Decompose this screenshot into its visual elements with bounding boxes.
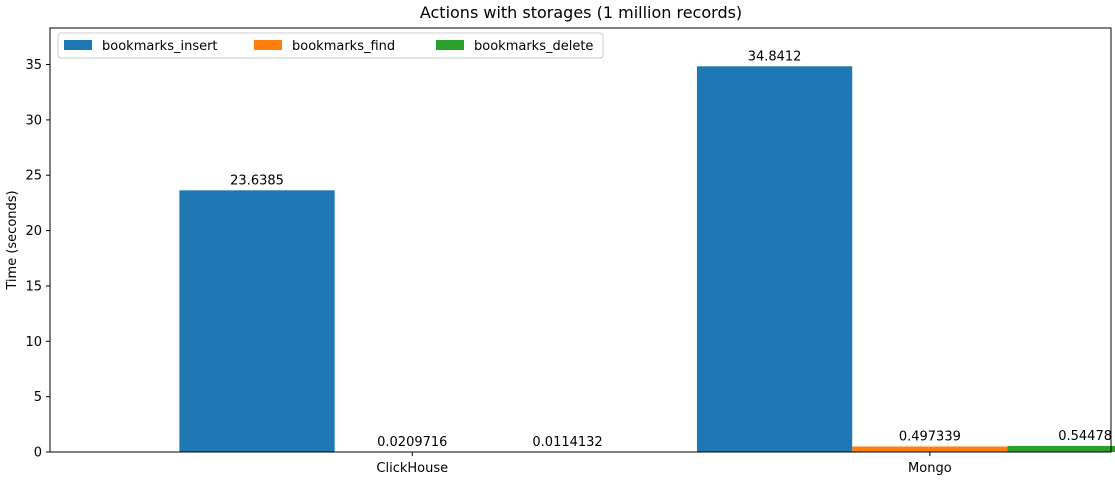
bar-bookmarks_insert-ClickHouse — [179, 190, 335, 453]
legend-swatch — [64, 40, 92, 50]
y-tick-label: 10 — [25, 335, 42, 350]
bar-value-label: 0.0209716 — [377, 435, 447, 450]
x-tick-label: Mongo — [908, 461, 952, 476]
bar-value-label: 34.8412 — [748, 49, 802, 64]
y-axis: 0 5 10 15 20 25 30 35 — [25, 58, 50, 461]
bars-group — [179, 66, 1115, 453]
y-tick-label: 15 — [25, 279, 42, 294]
bar-value-label: 0.0114132 — [532, 435, 602, 450]
legend-label: bookmarks_find — [292, 39, 395, 54]
y-tick-label: 5 — [34, 390, 42, 405]
y-tick-label: 35 — [25, 58, 42, 73]
bar-value-label: 0.54478 — [1058, 429, 1112, 444]
bar-bookmarks_delete-Mongo — [1007, 445, 1115, 452]
legend-box — [57, 32, 604, 59]
y-axis-label: Time (seconds) — [5, 190, 20, 290]
y-tick-label: 0 — [34, 446, 42, 461]
legend: bookmarks_insert bookmarks_find bookmarks_… — [57, 32, 604, 59]
legend-label: bookmarks_delete — [474, 39, 593, 54]
y-tick-label: 20 — [25, 224, 42, 239]
chart-title: Actions with storages (1 million records… — [420, 3, 742, 22]
y-tick-label: 30 — [25, 113, 42, 128]
y-tick-label: 25 — [25, 169, 42, 184]
bar-bookmarks_insert-Mongo — [696, 66, 853, 452]
legend-label: bookmarks_insert — [102, 39, 218, 54]
legend-swatch — [254, 40, 282, 50]
x-tick-label: ClickHouse — [376, 461, 448, 476]
plot-frame — [49, 27, 1112, 453]
legend-swatch — [436, 40, 464, 50]
x-axis: ClickHouse Mongo — [376, 452, 952, 476]
bar-value-label: 0.497339 — [899, 429, 961, 444]
bar-value-label: 23.6385 — [230, 173, 284, 188]
bar-labels-group: 23.6385 34.8412 0.0209716 0.497339 0.0114132… — [230, 49, 1112, 450]
bar-bookmarks_find-Mongo — [852, 446, 1008, 452]
